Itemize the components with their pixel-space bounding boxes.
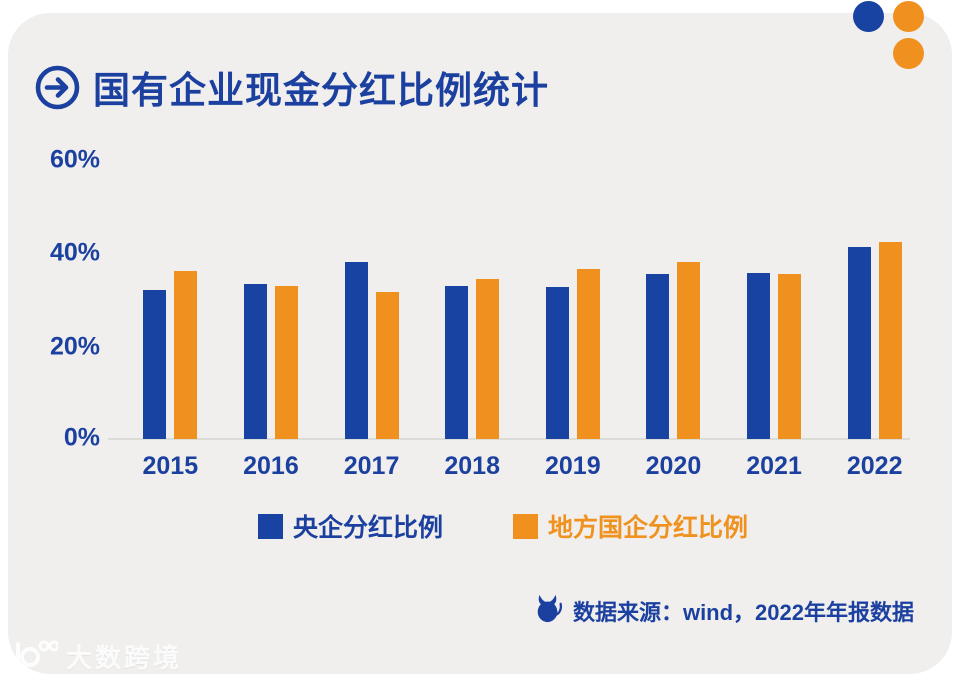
x-tick-2021: 2021 [746,452,802,480]
brand-name: 大数跨境 [66,643,183,673]
y-tick-0: 0% [63,423,100,452]
arrow-circle-icon [34,64,81,111]
legend-label-local-soe: 地方国企分红比例 [548,514,749,542]
y-tick-20: 20% [49,332,100,361]
x-tick-2018: 2018 [444,452,500,480]
x-axis-labels: 2015 2016 2017 2018 2019 2020 2021 2022 [120,452,925,481]
bar-央企分红比例-2016 [243,283,267,439]
page-title: 国有企业现金分红比例统计 [93,70,549,111]
bar-地方国企分红比例-2015 [174,270,198,439]
legend-label-central-soe: 央企分红比例 [292,514,443,542]
x-tick-2017: 2017 [343,452,400,480]
bar-地方国企分红比例-2016 [274,286,298,439]
bar-地方国企分红比例-2021 [778,274,802,439]
bar-group-2020 [623,161,724,439]
y-tick-60: 60% [49,145,100,174]
bar-group-2022 [824,161,925,439]
legend: 央企分红比例 地方国企分红比例 [23,508,960,544]
bar-央企分红比例-2019 [545,287,569,439]
decor-dot-orange-bottom [893,38,924,69]
bar-地方国企分红比例-2020 [677,261,701,439]
legend-item-local-soe: 地方国企分红比例 [513,508,748,544]
bar-地方国企分红比例-2018 [476,279,500,439]
bar-group-2016 [221,161,322,439]
bar-央企分红比例-2018 [445,285,469,439]
bar-央企分红比例-2021 [747,272,771,439]
bar-央企分红比例-2022 [847,247,871,439]
bar-group-2018 [422,161,523,439]
decor-dot-blue [853,1,884,32]
brand-watermark: 大数跨境 [14,638,182,675]
bar-地方国企分红比例-2019 [576,268,600,439]
chart-header: 国有企业现金分红比例统计 [34,60,549,114]
bar-group-2017 [321,161,422,439]
data-source: 数据来源：wind，2022年年报数据 [533,594,914,628]
bar-plot-area [120,161,925,439]
legend-item-central-soe: 央企分红比例 [257,508,443,544]
bar-group-2015 [120,161,221,439]
bar-地方国企分红比例-2017 [375,291,399,439]
y-tick-40: 40% [49,238,100,267]
bar-group-2019 [523,161,624,439]
bar-央企分红比例-2020 [646,274,670,439]
x-tick-2016: 2016 [243,452,299,480]
bull-icon [533,594,563,628]
brand-logo-icon [14,639,60,674]
bar-央企分红比例-2017 [344,261,368,439]
bar-地方国企分红比例-2022 [878,241,902,439]
legend-swatch-blue [257,513,283,539]
bar-group-2021 [724,161,825,439]
decor-dot-orange-top [893,1,924,32]
x-tick-2019: 2019 [545,452,601,480]
data-source-text: 数据来源：wind，2022年年报数据 [572,600,914,625]
x-tick-2015: 2015 [142,452,199,480]
x-tick-2022: 2022 [846,452,903,480]
legend-swatch-orange [513,513,538,539]
x-tick-2020: 2020 [645,452,702,480]
bar-央企分红比例-2015 [143,289,167,439]
x-axis-line [108,438,910,440]
